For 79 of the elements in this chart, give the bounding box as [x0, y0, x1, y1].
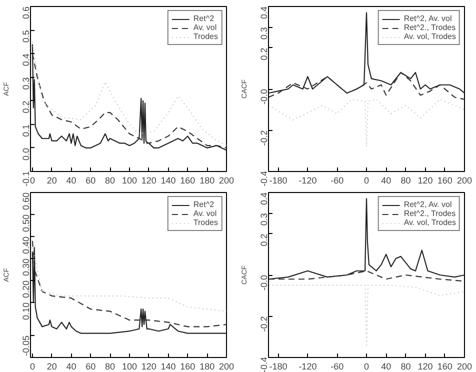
y-tick-label: 0.60 [21, 192, 31, 210]
legend-label: Ret^2., Trodes [404, 23, 456, 32]
y-tick-label: 0.30 [21, 258, 31, 276]
x-tick-label: 120 [418, 176, 433, 186]
x-tick-label: 100 [122, 362, 137, 372]
y-tick-label: -0.2 [259, 130, 269, 146]
y-tick-label: -0.0 [259, 88, 269, 105]
y-tick-label: 0.2 [21, 100, 31, 114]
y-tick-label: -0.4 [259, 170, 269, 186]
x-tick-label: 160 [180, 362, 196, 372]
legend-label: Ret^2 [193, 200, 214, 209]
y-tick-label: 0.5 [21, 30, 31, 43]
y-tick-label: -0.05 [21, 336, 31, 356]
y-tick-label: 0.3 [259, 27, 269, 40]
y-tick-label: 0.40 [21, 236, 31, 254]
x-tick-label: -60 [330, 176, 344, 186]
x-tick-label: 0 [364, 176, 370, 186]
legend-label: Trodes [193, 218, 218, 227]
x-tick-label: 0 [30, 362, 35, 372]
x-tick-label: 200 [218, 176, 234, 186]
x-tick-label: 0 [364, 362, 370, 372]
x-tick-label: 120 [141, 362, 156, 372]
y-tick-label: 0.2 [259, 234, 269, 246]
legend-label: Ret^2, Av. vol [404, 200, 452, 209]
y-tick-label: 0.50 [21, 214, 31, 232]
legend-label: Ret^2, Av. vol [404, 14, 452, 23]
x-tick-label: -120 [298, 176, 317, 186]
x-tick-label: 60 [86, 362, 96, 372]
x-tick-label: 200 [456, 362, 472, 372]
x-tick-label: 40 [66, 362, 76, 372]
x-tick-label: 160 [437, 362, 452, 372]
y-tick-label: 0.2 [259, 48, 269, 60]
x-tick-label: 0 [30, 176, 35, 186]
x-tick-label: 80 [400, 362, 411, 372]
y-tick-label: -0.1 [21, 170, 31, 186]
y-tick-label: 0.20 [21, 280, 31, 298]
y-tick-label: 0.6 [21, 6, 31, 20]
x-tick-label: 160 [180, 176, 196, 186]
y-tick-label: -0.2 [259, 316, 269, 332]
legend-label: Av. vol [193, 209, 217, 218]
y-tick-label: 0.1 [21, 124, 31, 137]
x-tick-label: 40 [381, 176, 392, 186]
x-tick-label: -120 [298, 362, 317, 372]
x-tick-label: 120 [141, 176, 156, 186]
x-tick-label: 160 [437, 176, 452, 186]
x-tick-label: -180 [269, 362, 288, 372]
y-tick-label: 0.3 [259, 213, 269, 226]
x-tick-label: 200 [456, 176, 472, 186]
x-tick-label: -60 [330, 362, 344, 372]
y-tick-label: 0.10 [21, 302, 31, 320]
x-tick-label: 80 [105, 176, 116, 186]
x-tick-label: 20 [46, 176, 57, 186]
x-tick-label: 100 [122, 176, 137, 186]
x-tick-label: 80 [105, 362, 116, 372]
y-tick-label: 0.4 [259, 192, 269, 206]
legend-label: Av. vol [193, 23, 217, 32]
y-tick-label: -0.4 [259, 356, 269, 372]
y-tick-label: 0.3 [21, 77, 31, 90]
x-tick-label: 40 [66, 176, 76, 186]
y-tick-label: -0.0 [259, 274, 269, 291]
x-tick-label: 60 [86, 176, 96, 186]
y-tick-label: 0.0 [21, 148, 31, 160]
legend-label: Ret^2 [193, 14, 214, 23]
legend-label: Ret^2., Trodes [404, 209, 456, 218]
x-tick-label: 140 [160, 176, 176, 186]
x-tick-label: 200 [218, 362, 234, 372]
y-tick-label: 0.4 [259, 6, 269, 20]
y-tick-label: 0.4 [21, 54, 31, 66]
legend-label: Trodes [193, 32, 218, 41]
x-tick-label: 180 [200, 362, 215, 372]
legend-label: Av. vol, Trodes [404, 218, 456, 227]
x-tick-label: 140 [160, 362, 176, 372]
x-tick-label: 120 [418, 362, 433, 372]
x-tick-label: 180 [200, 176, 215, 186]
x-tick-label: -180 [269, 176, 288, 186]
x-tick-label: 80 [400, 176, 411, 186]
x-tick-label: 20 [46, 362, 57, 372]
legend-label: Av. vol, Trodes [404, 32, 456, 41]
x-tick-label: 40 [381, 362, 392, 372]
